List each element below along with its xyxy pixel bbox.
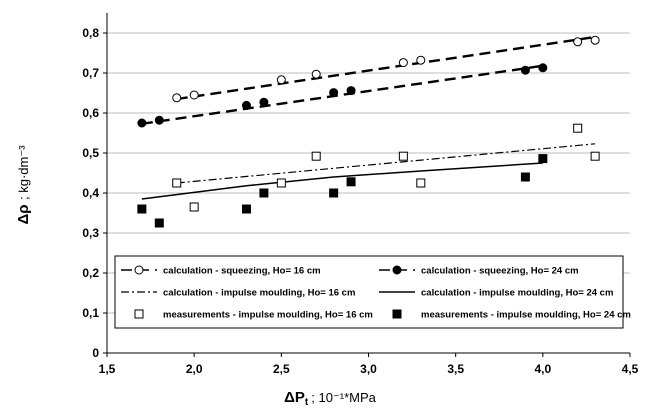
data-point [311, 69, 321, 79]
x-tick-label: 1,5 [99, 362, 116, 376]
data-point [311, 151, 321, 161]
data-point [398, 151, 408, 161]
data-point [346, 86, 356, 96]
legend-label-0: calculation - squeezing, Ho= 16 cm [163, 266, 321, 277]
data-point [154, 218, 164, 228]
data-point [520, 172, 530, 182]
data-point [416, 178, 426, 188]
y-tick-label: 0,5 [82, 146, 99, 160]
y-axis-label-unit: ; kg·dm⁻³ [16, 145, 31, 200]
y-tick-label: 0,3 [82, 226, 99, 240]
data-point [154, 115, 164, 125]
legend-box [114, 255, 624, 329]
data-point [538, 154, 548, 164]
legend: calculation - squeezing, Ho= 16 cm calcul… [114, 255, 631, 329]
data-point [590, 35, 600, 45]
x-axis-label-unit: ; 10⁻¹*MPa [311, 390, 376, 405]
y-tick-labels: 0 0,1 0,2 0,3 0,4 0,5 0,6 0,7 0,8 [82, 26, 99, 360]
legend-marker-4 [134, 309, 144, 319]
series-line-2 [176, 143, 596, 184]
data-point [276, 75, 286, 85]
x-tick-labels: 1,5 2,0 2,5 3,0 3,5 4,0 4,5 [99, 362, 639, 376]
y-axis-label: Δρ ; kg·dm⁻³ [15, 145, 32, 225]
series-line-3 [141, 162, 543, 200]
data-point [329, 88, 339, 98]
legend-label-3: calculation - impulse moulding, Ho= 24 c… [421, 288, 613, 299]
data-point [172, 93, 182, 103]
x-tick-label: 4,0 [534, 362, 551, 376]
data-point [329, 188, 339, 198]
data-point [189, 90, 199, 100]
y-axis-label-main: Δρ [15, 204, 32, 224]
data-markers [137, 35, 600, 228]
legend-marker-5 [392, 309, 402, 319]
x-tick-label: 4,5 [622, 362, 639, 376]
data-point [416, 55, 426, 65]
y-tick-label: 0,8 [82, 26, 99, 40]
data-point [189, 202, 199, 212]
data-point [573, 123, 583, 133]
x-tick-label: 3,0 [360, 362, 377, 376]
data-point [590, 151, 600, 161]
data-point [137, 118, 147, 128]
data-point [573, 37, 583, 47]
y-tick-label: 0,4 [82, 186, 99, 200]
trend-lines [141, 35, 596, 200]
x-tick-label: 2,5 [273, 362, 290, 376]
data-point [538, 63, 548, 73]
data-point [398, 58, 408, 68]
y-tick-label: 0,2 [82, 266, 99, 280]
x-tick-label: 3,5 [447, 362, 464, 376]
data-point [520, 65, 530, 75]
data-point [259, 188, 269, 198]
data-point [259, 97, 269, 107]
y-tick-label: 0,6 [82, 106, 99, 120]
x-tick-label: 2,0 [186, 362, 203, 376]
y-tick-label: 0 [92, 346, 99, 360]
data-point [241, 100, 251, 110]
x-axis-label-main: ΔP [284, 389, 305, 406]
x-axis-label: ΔPt; 10⁻¹*MPa [284, 389, 377, 408]
y-tick-label: 0,7 [82, 66, 99, 80]
data-point [172, 178, 182, 188]
legend-label-4: measurements - impulse moulding, Ho= 16 … [163, 310, 373, 321]
axes [103, 13, 631, 357]
y-tick-label: 0,1 [82, 306, 99, 320]
data-point [346, 177, 356, 187]
x-axis-label-sub: t [305, 397, 309, 408]
legend-label-5: measurements - impulse moulding, Ho= 24 … [421, 310, 631, 321]
legend-marker-1 [392, 265, 402, 275]
data-point [276, 178, 286, 188]
series-line-0 [176, 35, 596, 101]
legend-marker-0 [134, 265, 144, 275]
data-point [241, 204, 251, 214]
legend-label-1: calculation - squeezing, Ho= 24 cm [421, 266, 579, 277]
data-point [137, 204, 147, 214]
legend-label-2: calculation - impulse moulding, Ho= 16 c… [163, 288, 355, 299]
